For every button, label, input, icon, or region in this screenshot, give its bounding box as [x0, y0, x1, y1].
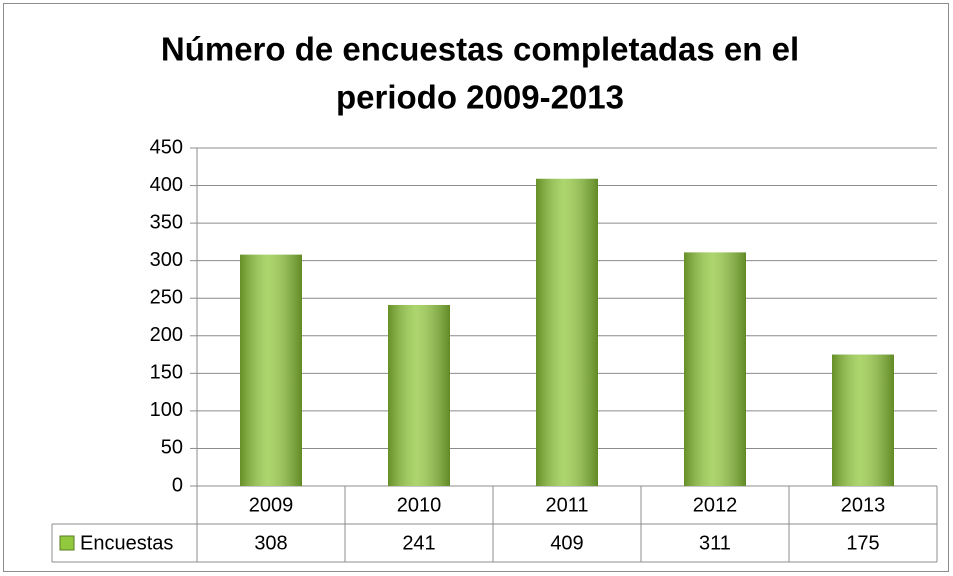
y-tick-label: 300 — [150, 249, 183, 271]
y-tick-label: 0 — [172, 474, 183, 496]
y-tick-label: 450 — [150, 136, 183, 158]
bar — [536, 178, 598, 486]
table-value: 409 — [550, 532, 583, 554]
table-value: 308 — [254, 532, 287, 554]
bar — [684, 252, 746, 486]
x-tick-label: 2010 — [397, 494, 442, 516]
y-tick-label: 350 — [150, 211, 183, 233]
bar — [388, 304, 450, 486]
chart-title: Número de encuestas completadas en el — [161, 31, 799, 68]
legend-swatch — [59, 535, 75, 551]
y-tick-label: 50 — [161, 437, 183, 459]
table-value: 241 — [402, 532, 435, 554]
y-tick-label: 250 — [150, 287, 183, 309]
x-tick-label: 2009 — [249, 494, 294, 516]
bar — [832, 354, 894, 486]
table-value: 311 — [699, 532, 731, 554]
bar — [240, 254, 302, 486]
y-tick-label: 400 — [150, 174, 183, 196]
x-tick-label: 2013 — [841, 494, 886, 516]
y-tick-label: 200 — [150, 324, 183, 346]
x-tick-label: 2012 — [693, 494, 738, 516]
y-tick-label: 100 — [150, 399, 183, 421]
x-tick-label: 2011 — [545, 494, 588, 516]
y-tick-label: 150 — [150, 362, 183, 384]
table-value: 175 — [846, 532, 879, 554]
legend-label: Encuestas — [80, 532, 173, 554]
chart-title: periodo 2009-2013 — [336, 79, 624, 116]
chart-frame — [3, 3, 949, 572]
